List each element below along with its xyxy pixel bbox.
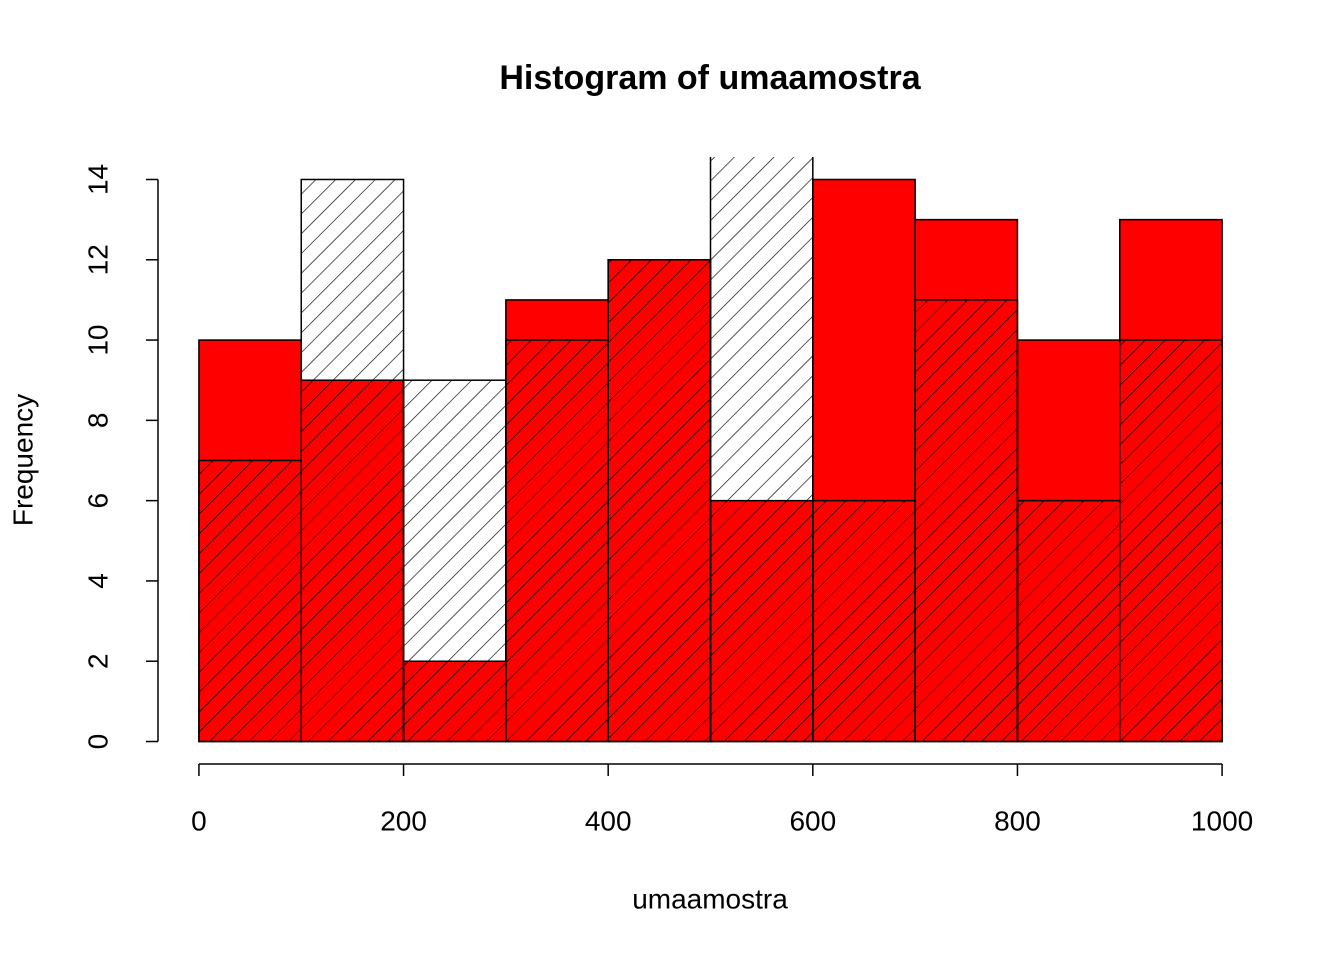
histogram-bar	[1119, 339, 1223, 743]
x-tick-label: 400	[585, 805, 632, 836]
x-tick-label: 800	[994, 805, 1041, 836]
histogram-bar	[812, 499, 916, 743]
x-tick-label: 200	[380, 805, 427, 836]
histogram-bar	[300, 178, 405, 743]
histogram-bar	[1016, 499, 1121, 743]
y-tick-label: 6	[82, 493, 113, 509]
x-axis-label: umaamostra	[632, 883, 788, 914]
y-tick-label: 0	[82, 734, 113, 750]
x-tick-label: 0	[191, 805, 207, 836]
y-tick-label: 2	[82, 653, 113, 669]
y-tick-label: 14	[82, 164, 113, 195]
y-axis-label: Frequency	[7, 394, 38, 526]
y-tick-label: 4	[82, 573, 113, 589]
y-tick-label: 8	[82, 413, 113, 429]
y-tick-label: 10	[82, 324, 113, 355]
histogram-bar	[709, 157, 814, 743]
histogram-bar	[505, 339, 609, 743]
chart-title: Histogram of umaamostra	[499, 59, 921, 97]
histogram-bar	[914, 299, 1019, 743]
histogram-bar	[607, 259, 712, 743]
x-tick-label: 1000	[1191, 805, 1253, 836]
histogram-bar	[402, 379, 507, 743]
x-tick-label: 600	[789, 805, 836, 836]
bars	[198, 157, 1223, 743]
y-tick-label: 12	[82, 244, 113, 275]
histogram-bar	[198, 459, 302, 743]
